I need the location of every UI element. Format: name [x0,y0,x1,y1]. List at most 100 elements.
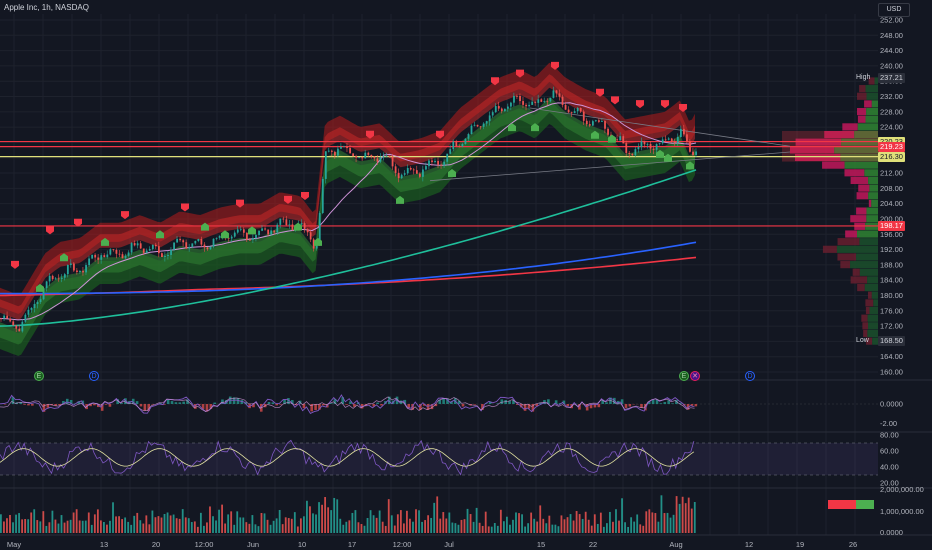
candle-body [121,254,124,259]
candle-body [252,238,254,240]
candle-body [197,239,200,241]
dividend-event-icon[interactable]: D [745,371,755,381]
oscillator-bar [388,396,391,404]
volume-profile-bar-red [852,268,860,276]
volume-bar [339,518,342,533]
oscillator-signal-line [0,396,695,412]
price-axis-label: 200.00 [880,214,903,223]
candle-body [63,274,66,278]
candle-body [270,230,273,235]
volume-bar [178,518,181,533]
volume-bar [527,523,530,533]
volume-bar [512,519,514,533]
volume-bar [221,504,223,533]
candle-body [309,232,312,240]
candle-body [428,160,430,167]
oscillator-axis-label: 0.0000 [880,400,903,409]
volume-bar [57,523,60,533]
oscillator-bar [108,404,112,407]
candle-body [300,223,303,225]
dividend-event-icon[interactable]: D [89,371,99,381]
volume-bar [663,513,666,533]
volume-bar [548,515,551,533]
volume-bar [560,515,563,533]
time-axis-label: Aug [669,540,682,549]
oscillator-bar [407,404,410,409]
high-label-text: High [856,74,871,81]
candle-body [327,150,330,152]
high-label: High [856,73,870,83]
sell-marker-icon [611,96,619,105]
candles [0,86,697,333]
currency-selector[interactable]: USD [878,3,910,17]
volume-bar [542,518,545,533]
candle-body [622,136,625,144]
volume-bar [6,518,8,533]
volume-bar [496,525,499,533]
oscillator-bar [434,404,438,407]
oscillator-bar [539,402,542,404]
candle-body [406,168,409,174]
sell-marker-icon [121,211,129,220]
volume-bar [169,515,172,533]
price-axis-label: 244.00 [880,46,903,55]
candle-body [361,157,364,159]
volume-bar [399,510,402,533]
candle-body [182,240,185,243]
oscillator-bar [283,399,286,404]
candle-body [646,143,649,145]
candle-body [236,229,239,233]
candle-body [673,141,676,143]
candle-body [443,161,446,166]
candle-body [625,143,628,153]
volume-bar [612,521,614,533]
symbol-title[interactable]: Apple Inc, 1h, NASDAQ [4,3,89,12]
earnings-event-icon[interactable]: E [679,371,689,381]
volume-profile-bar-green [834,146,878,154]
volume-bar [233,524,236,533]
candle-body [215,237,218,239]
split-event-icon[interactable]: ✕ [690,371,700,381]
price-axis[interactable]: 252.00248.00244.00240.00236.00232.00228.… [880,16,924,538]
candle-body [142,248,145,253]
candle-body [42,288,45,300]
oscillator-bar [294,404,298,406]
volume-bar [687,497,690,533]
time-axis[interactable]: May 13 20 12:00 Jun 10 17 12:00 Jul 15 22 Aug 12 19 26 [7,540,857,549]
volume-bar [460,519,463,533]
earnings-event-icon[interactable]: E [34,371,44,381]
oscillator-bar [485,403,488,404]
volume-profile-bar-green [868,192,878,200]
oscillator-bar [597,404,601,408]
oscillator-bar [667,400,670,404]
volume-bar [554,524,557,533]
oscillator-bar [267,402,271,404]
volume-profile-bar-red [864,100,872,108]
candle-body [561,96,564,105]
volume-bar [190,522,193,533]
volume-bar [206,522,208,533]
volume-bar [236,511,239,533]
buy-marker-icon [221,230,229,239]
candle-body [154,244,157,247]
oscillator-bar [275,404,279,406]
volume-bar [681,496,684,533]
volume-bar [299,518,302,533]
volume-bar [618,520,620,533]
oscillator-bar [566,404,570,407]
oscillator-bar [197,404,201,406]
trend-line [529,107,791,147]
price-axis-label: 208.00 [880,184,903,193]
candle-body [27,309,30,315]
buy-marker-icon [248,226,256,235]
volume-bar [63,522,66,533]
buy-marker-icon [201,222,209,231]
candle-body [340,146,342,149]
candle-body [151,244,154,250]
volume-bar [269,524,272,533]
volume-bar [439,518,442,533]
candle-body [491,112,494,116]
volume-bar [306,500,308,533]
volume-profile-bar-red [824,130,855,139]
